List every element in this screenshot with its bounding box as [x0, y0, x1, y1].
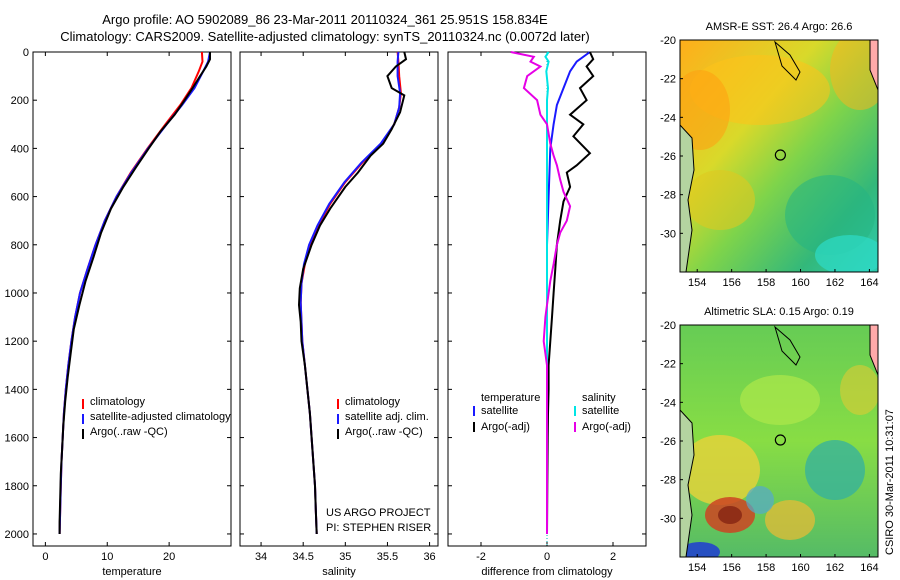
temperature-plot: 0 10 2002004006008001000120014001600180020…	[5, 47, 231, 578]
x-tick-label: 36	[423, 551, 435, 563]
sst-map-axes: 154 156 158 160 162 164 -20 -22 -24 -26 -28 -30	[660, 35, 878, 289]
x-tick-label: 154	[688, 277, 706, 289]
series-line-argo-raw-qc-	[58, 52, 211, 534]
legend-label: satellite adj. clim.	[345, 411, 429, 423]
legend-label: satellite	[481, 405, 518, 417]
y-tick-label: -28	[660, 475, 676, 487]
legend-label: Argo(-adj)	[481, 421, 530, 433]
pi-annotation: PI: STEPHEN RISER	[326, 522, 431, 534]
x-tick-label: 158	[757, 562, 775, 574]
x-tick-label: 35	[339, 551, 351, 563]
reef-outline	[774, 40, 801, 81]
argo-location-marker	[774, 434, 786, 446]
series-line-salinity-argo-adj-	[510, 51, 572, 534]
x-tick-label: 0	[42, 551, 48, 563]
x-tick-label: 164	[860, 277, 878, 289]
reef-outline	[774, 325, 801, 366]
series-line-salinity-satellite	[544, 51, 550, 534]
temperature-axes	[32, 51, 232, 547]
y-tick-label: 800	[11, 240, 29, 252]
sla-map-axes: 154 156 158 160 162 164 -20 -22 -24 -26 -28 -30	[660, 320, 878, 574]
legend-label: climatology	[90, 396, 146, 408]
series-line-temperature-argo-adj-	[546, 51, 595, 535]
y-tick-label: 2000	[5, 529, 29, 541]
x-tick-label: 162	[826, 562, 844, 574]
series-line-argo-raw-qc-	[297, 51, 408, 535]
x-tick-label: 2	[610, 551, 616, 563]
legend-heading-salinity: salinity	[582, 392, 616, 404]
x-axis-label: salinity	[322, 566, 356, 578]
legend-label: satellite-adjusted climatology	[90, 411, 231, 423]
y-tick-label: 200	[11, 95, 29, 107]
y-tick-label: -30	[660, 513, 676, 525]
sla-map-title: Altimetric SLA: 0.15 Argo: 0.19	[704, 306, 854, 318]
side-timestamp-label: CSIRO 30-Mar-2011 10:31:07	[884, 409, 896, 555]
y-tick-label: -20	[660, 320, 676, 332]
coastline	[680, 124, 695, 272]
x-tick-label: 164	[860, 562, 878, 574]
y-tick-label: -22	[660, 74, 676, 86]
x-tick-label: 10	[101, 551, 113, 563]
title-line-2: Climatology: CARS2009. Satellite-adjuste…	[60, 29, 590, 44]
x-tick-label: 35.5	[377, 551, 398, 563]
y-tick-label: 0	[23, 47, 29, 59]
y-tick-label: -20	[660, 35, 676, 47]
project-annotation: US ARGO PROJECT	[326, 507, 431, 519]
y-tick-label: 1400	[5, 384, 29, 396]
title-line-1: Argo profile: AO 5902089_86 23-Mar-2011 …	[102, 12, 548, 27]
land-patch	[869, 40, 878, 91]
y-tick-label: -26	[660, 436, 676, 448]
x-tick-label: 162	[826, 277, 844, 289]
x-tick-label: 34.5	[292, 551, 313, 563]
y-tick-label: 1600	[5, 433, 29, 445]
x-tick-label: 160	[791, 277, 809, 289]
difference-legend: temperature satellite Argo(-adj) salinit…	[473, 392, 631, 433]
x-axis-label: difference from climatology	[481, 566, 613, 578]
land-patch	[869, 325, 878, 376]
y-tick-label: -26	[660, 151, 676, 163]
legend-label: climatology	[345, 396, 401, 408]
y-tick-label: -22	[660, 359, 676, 371]
x-tick-label: 156	[722, 562, 740, 574]
y-tick-label: 1800	[5, 481, 29, 493]
y-tick-label: 400	[11, 143, 29, 155]
sst-map-title: AMSR-E SST: 26.4 Argo: 26.6	[706, 21, 853, 33]
x-tick-label: 160	[791, 562, 809, 574]
sla-map-image	[680, 325, 878, 557]
y-tick-label: -24	[660, 112, 676, 124]
y-tick-label: -28	[660, 190, 676, 202]
y-tick-label: -30	[660, 228, 676, 240]
x-tick-label: -2	[476, 551, 486, 563]
legend-heading-temperature: temperature	[481, 392, 540, 404]
salinity-legend: climatology satellite adj. clim. Argo(..…	[326, 396, 431, 534]
x-tick-label: 20	[163, 551, 175, 563]
x-tick-label: 156	[722, 277, 740, 289]
salinity-axes	[239, 51, 439, 547]
temperature-legend: climatology satellite-adjusted climatolo…	[82, 396, 231, 439]
y-tick-label: 600	[11, 192, 29, 204]
legend-label: satellite	[582, 405, 619, 417]
x-tick-label: 158	[757, 277, 775, 289]
coastline	[680, 409, 695, 557]
sst-map-image	[680, 40, 878, 272]
difference-plot: -2 0 2 difference from climatology	[448, 51, 646, 578]
y-tick-label: 1000	[5, 288, 29, 300]
x-axis-label: temperature	[102, 566, 161, 578]
legend-label: Argo(..raw -QC)	[345, 426, 423, 438]
legend-label: Argo(-adj)	[582, 421, 631, 433]
y-tick-label: 1200	[5, 336, 29, 348]
salinity-plot: 34 34.5 35 35.5 36 salinity	[240, 51, 438, 578]
x-tick-label: 0	[544, 551, 550, 563]
x-tick-label: 34	[255, 551, 267, 563]
y-tick-label: -24	[660, 397, 676, 409]
argo-location-marker	[774, 149, 786, 161]
legend-label: Argo(..raw -QC)	[90, 426, 168, 438]
x-tick-label: 154	[688, 562, 706, 574]
